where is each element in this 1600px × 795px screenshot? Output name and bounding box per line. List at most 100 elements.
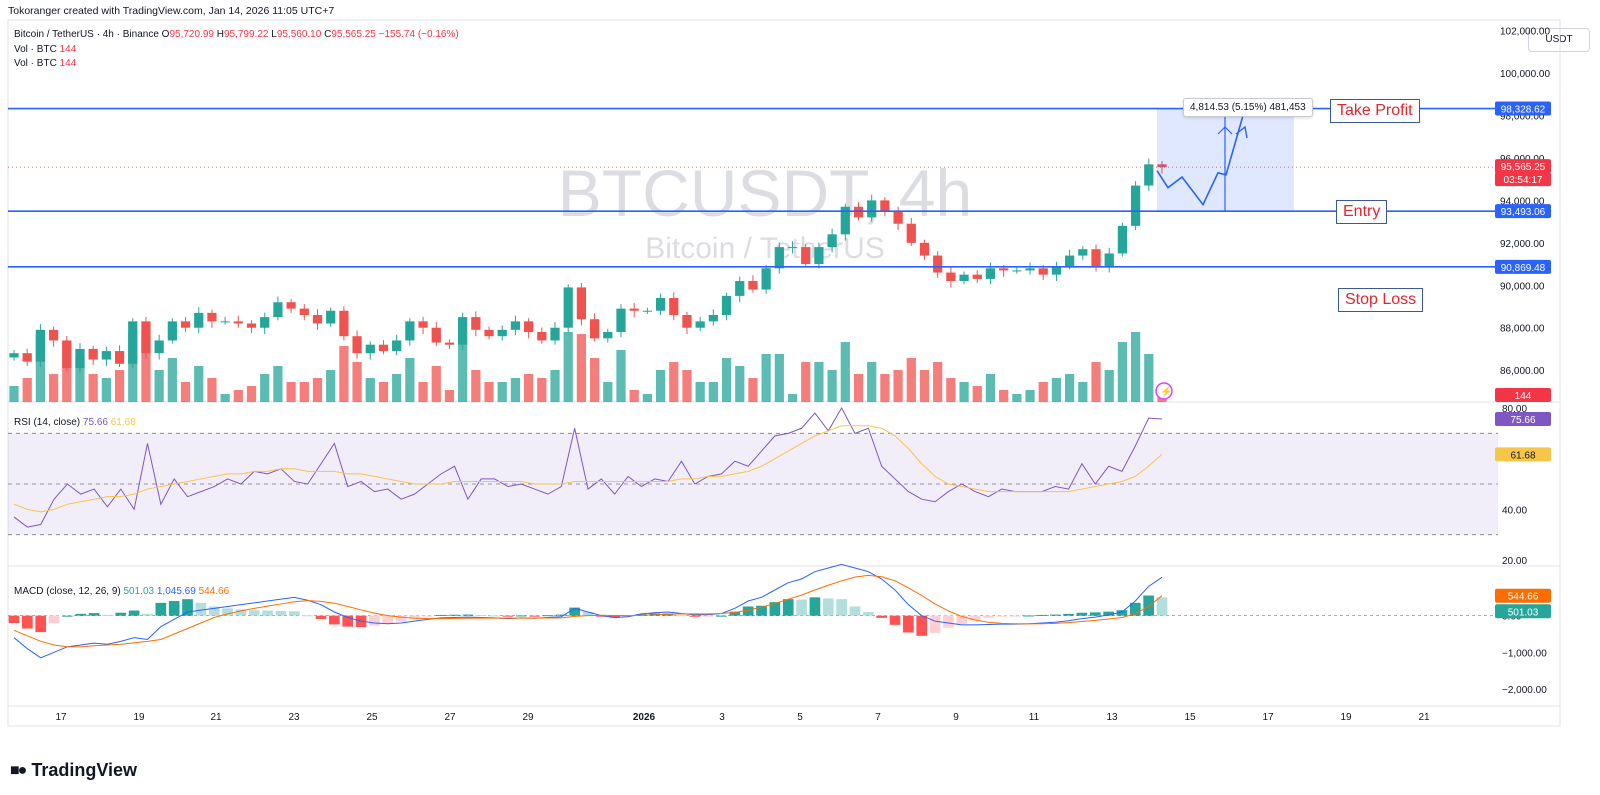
candle-body bbox=[1144, 164, 1154, 186]
entry-tag: 93,493.06 bbox=[1501, 207, 1546, 218]
rsi-label: RSI (14, close) bbox=[14, 417, 81, 428]
candle-body bbox=[9, 353, 19, 358]
candle-body bbox=[537, 331, 547, 341]
time-tick-label: 17 bbox=[55, 712, 67, 723]
macd-histogram-bar bbox=[916, 615, 928, 636]
rsi-ma-value: 61.68 bbox=[110, 417, 136, 428]
macd-histogram-bar bbox=[288, 611, 300, 616]
volume-bar bbox=[101, 378, 111, 402]
candle-body bbox=[682, 314, 692, 328]
macd-histogram-bar bbox=[88, 613, 100, 616]
candle-body bbox=[1104, 253, 1114, 267]
rsi-line bbox=[13, 406, 1163, 528]
macd-histogram-bar bbox=[1049, 614, 1061, 616]
candle-body bbox=[867, 200, 877, 218]
volume-legend[interactable]: Vol · BTC 144 bbox=[14, 44, 76, 55]
chart-credit: Tokoranger created with TradingView.com,… bbox=[8, 5, 335, 17]
candle-body bbox=[642, 310, 652, 312]
macd-histogram-bar bbox=[449, 614, 460, 616]
candle-body bbox=[735, 281, 745, 296]
volume-bar bbox=[814, 362, 824, 402]
macd-signal-line bbox=[13, 574, 1163, 648]
time-tick-label: 17 bbox=[1262, 712, 1274, 723]
macd-label: MACD (close, 12, 26, 9) bbox=[14, 586, 121, 597]
volume-bar bbox=[1091, 362, 1101, 402]
macd-histogram-bar bbox=[422, 615, 434, 617]
volume-bar bbox=[62, 342, 72, 402]
volume-bar bbox=[1130, 332, 1141, 402]
candle-body bbox=[629, 308, 639, 311]
tradingview-logo[interactable]: ■● TradingView bbox=[10, 760, 137, 781]
volume-bar bbox=[972, 386, 982, 402]
candle-body bbox=[563, 287, 573, 328]
take-profit-label[interactable]: Take Profit bbox=[1330, 99, 1420, 123]
macd-histogram-bar bbox=[929, 615, 941, 633]
symbol-name: Bitcoin / TetherUS · 4h · Binance bbox=[14, 29, 159, 40]
macd-histogram-bar bbox=[35, 615, 47, 633]
candle-body bbox=[669, 298, 679, 315]
time-tick-label: 15 bbox=[1184, 712, 1196, 723]
volume-bar bbox=[867, 362, 877, 402]
entry-label[interactable]: Entry bbox=[1336, 200, 1388, 224]
macd-tick-label: −2,000.00 bbox=[1502, 685, 1547, 696]
volume-bar bbox=[378, 382, 389, 402]
time-tick-label: 21 bbox=[1418, 712, 1430, 723]
volume-bar bbox=[563, 332, 573, 402]
macd-histogram-bar bbox=[1116, 610, 1128, 616]
candle-body bbox=[273, 302, 283, 318]
macd-legend[interactable]: MACD (close, 12, 26, 9) 501.03 1,045.69 … bbox=[14, 586, 229, 597]
volume-bar bbox=[959, 382, 969, 402]
candle-body bbox=[286, 302, 296, 309]
volume-bar bbox=[1117, 342, 1128, 402]
macd-histogram-bar bbox=[996, 615, 1008, 617]
macd-histogram-bar bbox=[796, 599, 807, 616]
candle-body bbox=[378, 344, 389, 352]
watermark-symbol: BTCUSDT, 4h bbox=[558, 156, 972, 230]
macd-signal-tag-bg bbox=[1495, 588, 1551, 603]
candle-body bbox=[339, 310, 349, 337]
stop-loss-tag-bg bbox=[1495, 259, 1551, 274]
volume-legend[interactable]: Vol · BTC 144 bbox=[14, 58, 76, 69]
time-tick-label: 25 bbox=[366, 712, 378, 723]
candle-body bbox=[655, 298, 666, 311]
macd-histogram-bar bbox=[956, 615, 968, 625]
volume-tag-bg bbox=[1495, 388, 1551, 402]
symbol-legend[interactable]: Bitcoin / TetherUS · 4h · Binance O95,72… bbox=[14, 29, 459, 40]
volume-bar bbox=[1065, 374, 1075, 402]
candle-body bbox=[62, 340, 72, 369]
macd-hist-value: 501.03 bbox=[123, 586, 155, 597]
candle-body bbox=[246, 323, 257, 328]
price-tick-label: 100,000.00 bbox=[1500, 69, 1550, 80]
macd-histogram-bar bbox=[689, 615, 701, 617]
candle-body bbox=[405, 321, 415, 341]
volume-bar bbox=[48, 374, 59, 402]
volume-bar bbox=[392, 374, 402, 402]
time-tick-label: 21 bbox=[210, 712, 222, 723]
volume-bar bbox=[431, 366, 441, 402]
macd-histogram-bar bbox=[1036, 614, 1048, 616]
volume-bar bbox=[207, 378, 217, 402]
candle-body bbox=[352, 336, 362, 354]
volume-bar bbox=[708, 382, 718, 402]
macd-histogram-bar bbox=[836, 599, 847, 616]
volume-bar bbox=[550, 370, 560, 402]
stop-loss-label[interactable]: Stop Loss bbox=[1338, 288, 1424, 312]
candle-body bbox=[801, 247, 811, 265]
time-tick-label: 5 bbox=[797, 712, 803, 723]
macd-histogram-bar bbox=[275, 610, 287, 616]
macd-histogram-bar bbox=[435, 614, 447, 616]
macd-histogram-bar bbox=[769, 602, 781, 616]
time-tick-label: 23 bbox=[288, 712, 300, 723]
macd-histogram-bar bbox=[943, 615, 954, 628]
candle-body bbox=[510, 321, 521, 330]
volume-bar bbox=[642, 394, 652, 402]
current-price-tag: 95,565.25 bbox=[1501, 162, 1546, 173]
volume-bar bbox=[589, 358, 600, 402]
time-tick-label: 3 bbox=[719, 712, 725, 723]
rsi-legend[interactable]: RSI (14, close) 75.66 61.68 bbox=[14, 417, 136, 428]
currency-button[interactable]: USDT bbox=[1528, 28, 1590, 52]
volume-bar bbox=[418, 382, 428, 402]
macd-histogram-bar bbox=[716, 615, 727, 617]
macd-histogram-bar bbox=[1009, 615, 1021, 617]
